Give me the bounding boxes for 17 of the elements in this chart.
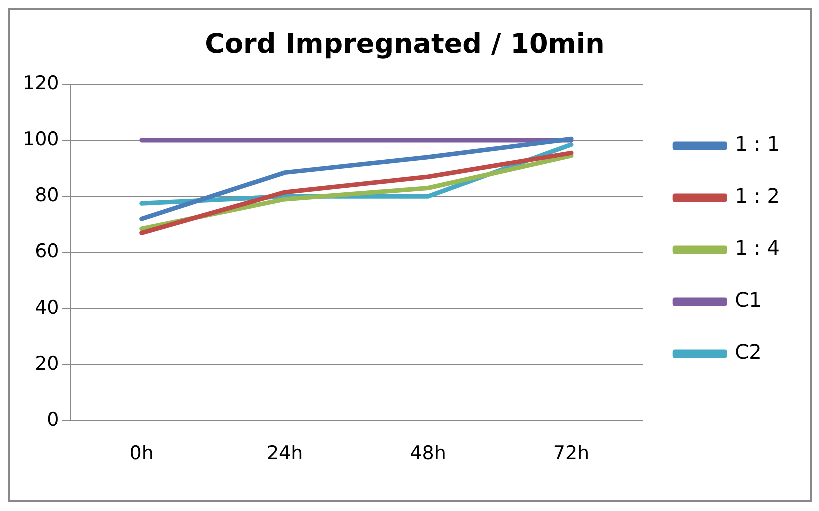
y-tick-label: 60 — [35, 240, 60, 263]
y-tick-label: 40 — [35, 296, 60, 319]
x-tick-label: 48h — [410, 442, 446, 465]
x-tick-label: 24h — [266, 442, 304, 465]
legend-label: C1 — [735, 288, 762, 312]
legend-label: 1 : 1 — [735, 132, 780, 156]
x-tick-label: 0h — [130, 442, 154, 465]
y-tick-label: 120 — [23, 72, 60, 94]
y-tick-label: 80 — [35, 184, 60, 207]
chart-title: Cord Impregnated / 10min — [205, 29, 605, 60]
legend-label: C2 — [735, 340, 762, 364]
legend-label: 1 : 2 — [735, 184, 780, 208]
x-tick-label: 72h — [553, 442, 590, 465]
y-tick-label: 20 — [35, 353, 60, 376]
y-tick-label: 0 — [47, 409, 60, 432]
y-tick-label: 100 — [23, 128, 60, 150]
legend-label: 1 : 4 — [735, 236, 780, 260]
